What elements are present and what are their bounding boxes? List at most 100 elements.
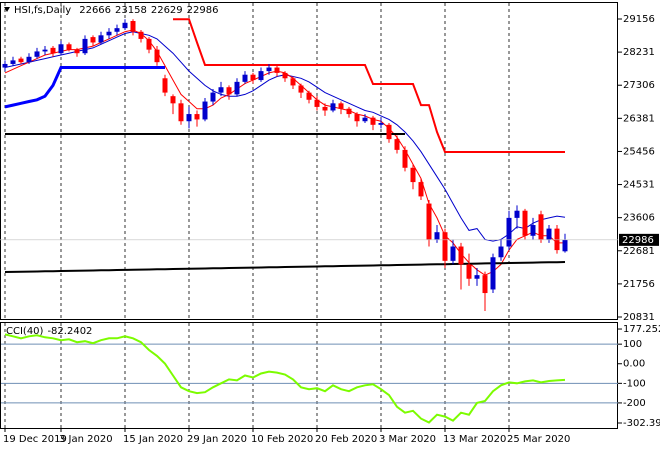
candle-body: [218, 87, 224, 93]
candle-body: [138, 31, 144, 39]
candle-body: [354, 114, 360, 122]
candle-body: [282, 72, 288, 79]
y-tick-label: 20831: [623, 312, 655, 323]
candle-body: [154, 49, 160, 63]
candle-body: [410, 167, 416, 183]
candle-body: [202, 101, 208, 120]
candle-body: [274, 67, 280, 73]
candle-body: [386, 124, 392, 140]
candle-body: [562, 239, 568, 252]
open: 22666: [79, 5, 111, 16]
x-tick-label: 10 Feb 2020: [251, 434, 313, 445]
candle-body: [530, 225, 536, 236]
candle-body: [90, 37, 96, 43]
y-tick-label: 29156: [623, 14, 655, 25]
cci-line: [4, 333, 566, 424]
candle-body: [2, 63, 8, 68]
candle-body: [394, 139, 400, 150]
candle-body: [498, 246, 504, 258]
x-tick-label: 15 Jan 2020: [123, 434, 183, 445]
candle-body: [42, 49, 48, 52]
candle-body: [538, 214, 544, 240]
candle-body: [178, 103, 184, 122]
candle-body: [554, 228, 560, 251]
candle-body: [258, 71, 264, 81]
high: 23158: [115, 5, 147, 16]
candle-body: [506, 217, 512, 247]
y-tick-label: 28231: [623, 47, 655, 58]
candle-body: [426, 203, 432, 240]
candle-body: [130, 21, 136, 32]
candle-body: [170, 96, 176, 104]
x-tick-label: 3 Jan 2020: [59, 434, 113, 445]
candle-body: [450, 246, 456, 261]
candle-body: [514, 210, 520, 218]
candle-body: [346, 108, 352, 115]
y-tick-label: 22681: [623, 246, 655, 257]
candle-body: [250, 74, 256, 81]
x-tick-label: 25 Mar 2020: [507, 434, 570, 445]
y-tick-label: -100: [623, 378, 646, 389]
candle-body: [122, 22, 128, 29]
candle-body: [338, 103, 344, 109]
cci-title: CCI(40) -82.2402: [6, 326, 92, 337]
candle-body: [330, 103, 336, 111]
candle-body: [234, 81, 240, 95]
candle-body: [186, 114, 192, 122]
header: HSI,fs,Daily 22666 23158 22629 22986: [14, 5, 218, 16]
candle-body: [418, 182, 424, 197]
price-panel: [0, 2, 618, 320]
y-tick-label: 177.2523: [623, 324, 660, 335]
y-tick-label: 100: [623, 339, 642, 350]
candle-body: [58, 44, 64, 54]
candle-body: [370, 117, 376, 125]
candle-body: [458, 246, 464, 265]
candle-body: [466, 264, 472, 279]
y-tick-label: 26381: [623, 113, 655, 124]
y-tick-label: -200: [623, 398, 646, 409]
candle-body: [314, 99, 320, 107]
candle-body: [290, 78, 296, 86]
candle-body: [98, 35, 104, 43]
candle-body: [210, 92, 216, 102]
candle-body: [194, 114, 200, 120]
price-label: 22986: [622, 235, 654, 246]
candle-body: [66, 44, 72, 50]
y-tick-label: 21756: [623, 279, 655, 290]
menu-triangle: [4, 7, 10, 12]
y-tick-label: 23606: [623, 213, 655, 224]
cci-value: -82.2402: [47, 326, 92, 337]
cci-name: CCI(40): [6, 326, 44, 337]
cci-panel: [0, 322, 618, 429]
x-tick-label: 13 Mar 2020: [443, 434, 506, 445]
candle-body: [442, 232, 448, 261]
candle-body: [114, 28, 120, 32]
symbol: HSI,fs,Daily: [14, 5, 71, 16]
candle-body: [226, 87, 232, 95]
candle-body: [482, 275, 488, 294]
indicator-line: [173, 18, 565, 153]
x-tick-label: 20 Feb 2020: [315, 434, 377, 445]
candle-body: [266, 67, 272, 72]
indicator-line: [4, 261, 566, 273]
candle-body: [50, 47, 56, 54]
candle-body: [34, 51, 40, 57]
candle-body: [10, 60, 16, 64]
candle-body: [306, 92, 312, 100]
indicator-line: [4, 66, 165, 109]
candle-body: [242, 74, 248, 82]
y-tick-label: -302.399: [623, 418, 660, 429]
candle-body: [434, 232, 440, 240]
x-tick-label: 3 Mar 2020: [379, 434, 436, 445]
x-tick-label: 19 Dec 2019: [3, 434, 67, 445]
candle-body: [490, 257, 496, 290]
candle-body: [106, 31, 112, 36]
candle-body: [74, 49, 80, 54]
y-tick-label: 27306: [623, 80, 655, 91]
candle-body: [546, 228, 552, 240]
candle-body: [522, 210, 528, 236]
y-tick-label: 24531: [623, 180, 655, 191]
candle-body: [82, 38, 88, 54]
